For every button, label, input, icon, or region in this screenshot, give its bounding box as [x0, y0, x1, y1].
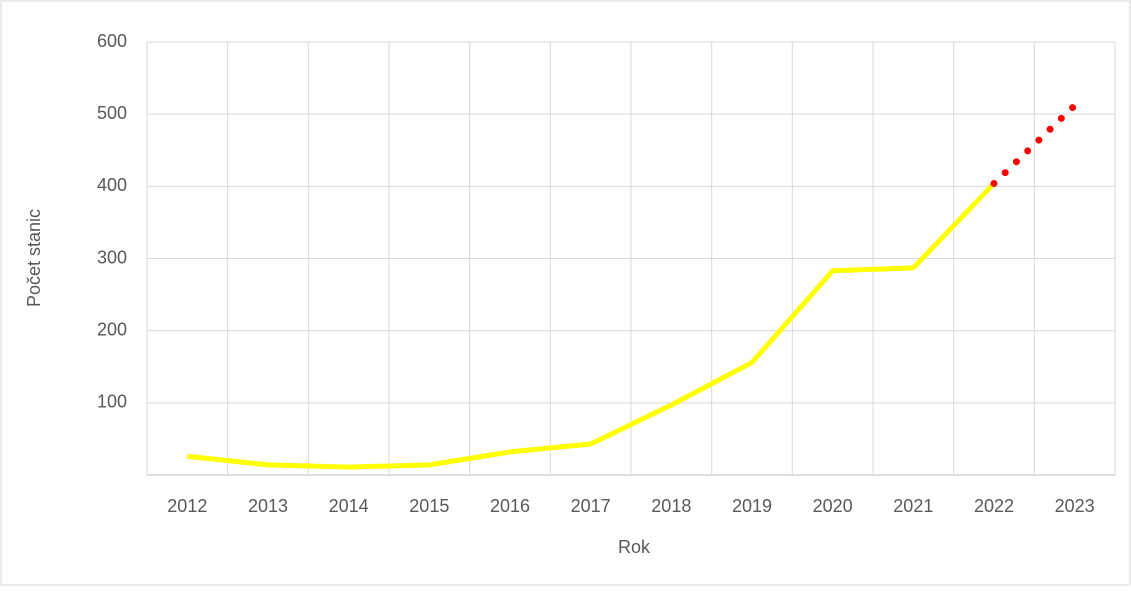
x-tick-label: 2017	[571, 496, 611, 516]
y-axis-title: Počet stanic	[24, 209, 44, 307]
y-tick-label: 300	[97, 247, 127, 267]
y-tick-label: 100	[97, 392, 127, 412]
x-tick-label: 2016	[490, 496, 530, 516]
x-tick-label: 2014	[329, 496, 369, 516]
x-tick-label: 2013	[248, 496, 288, 516]
y-tick-label: 400	[97, 175, 127, 195]
y-tick-label: 500	[97, 103, 127, 123]
x-tick-label: 2015	[409, 496, 449, 516]
x-tick-label: 2018	[651, 496, 691, 516]
x-tick-label: 2023	[1055, 496, 1095, 516]
x-tick-label: 2020	[813, 496, 853, 516]
x-tick-label: 2012	[167, 496, 207, 516]
series-line	[990, 102, 1079, 187]
y-tick-label: 200	[97, 319, 127, 339]
x-tick-label: 2021	[893, 496, 933, 516]
x-tick-label: 2022	[974, 496, 1014, 516]
x-axis-title: Rok	[618, 537, 651, 557]
y-tick-label: 600	[97, 31, 127, 51]
x-tick-label: 2019	[732, 496, 772, 516]
series-line	[187, 181, 996, 470]
